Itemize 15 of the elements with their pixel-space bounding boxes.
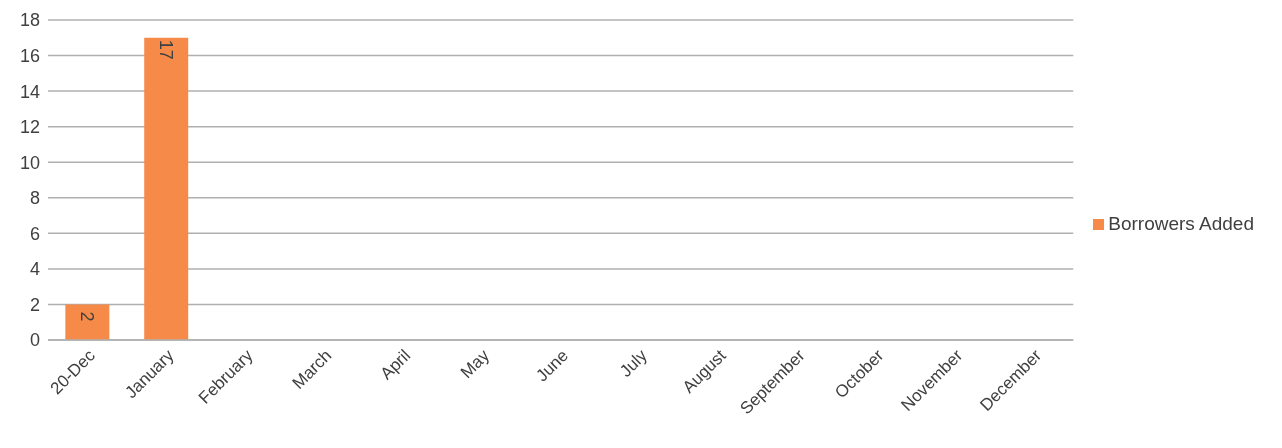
y-tick-label: 12 [19,117,40,138]
x-tick-label: July [616,345,652,381]
y-tick-label: 4 [29,259,40,280]
y-tick-label: 18 [19,10,40,31]
y-tick-label: 10 [19,152,40,173]
x-tick-label: May [456,345,494,383]
data-label: 2 [77,311,98,322]
legend-label: Borrowers Added [1108,213,1254,234]
y-tick-label: 14 [19,81,40,102]
y-tick-label: 16 [19,45,40,66]
y-tick-label: 8 [29,188,40,209]
y-tick-label: 2 [29,294,40,315]
data-label: 17 [156,39,177,60]
y-tick-label: 0 [29,330,40,351]
y-tick-label: 6 [29,223,40,244]
